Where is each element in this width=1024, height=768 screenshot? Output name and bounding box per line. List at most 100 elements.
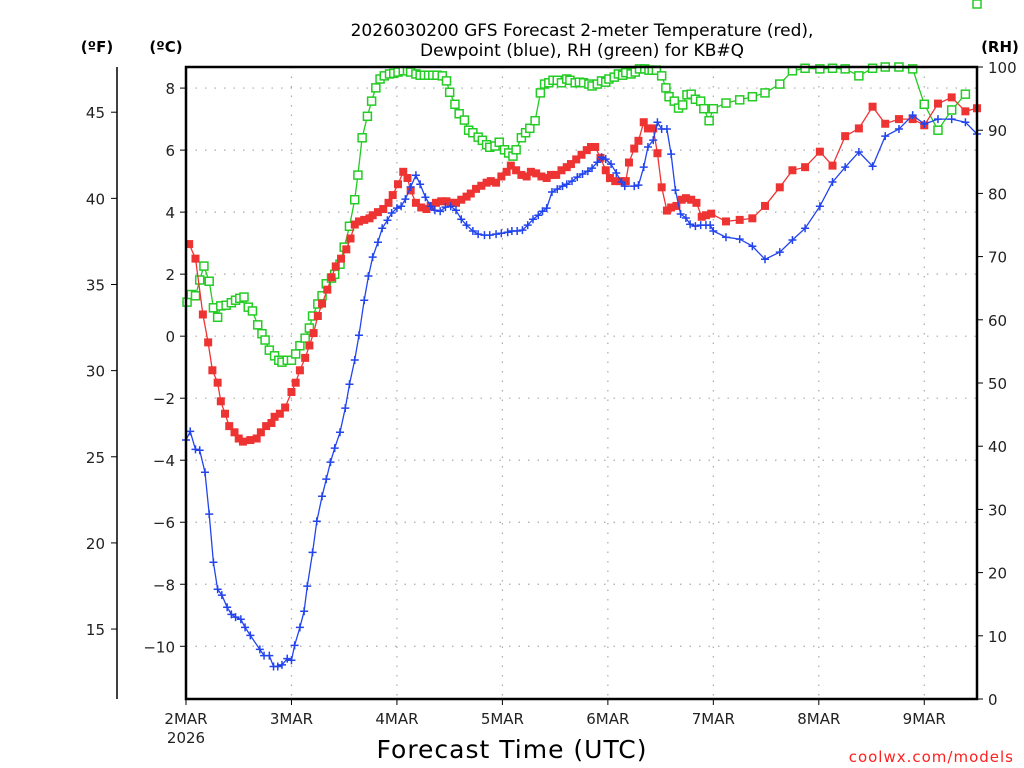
series-line <box>185 114 978 668</box>
rh-point <box>775 79 785 89</box>
dewpoint-point <box>562 180 571 189</box>
dewpoint-point <box>961 118 970 127</box>
temperature-point <box>649 124 658 133</box>
dewpoint-point <box>383 216 392 225</box>
temperature-point <box>662 206 671 215</box>
temperature-point <box>506 161 515 170</box>
rh-tick-label: 80 <box>988 185 1007 203</box>
x-tick-label: 3MAR <box>270 710 313 728</box>
rh-tick-label: 10 <box>988 628 1007 646</box>
rh-point <box>199 261 209 271</box>
temperature-point <box>431 198 440 207</box>
temperature-point <box>681 194 690 203</box>
temperature-point <box>291 378 300 387</box>
rh-point <box>450 99 460 110</box>
dewpoint-point <box>485 231 494 240</box>
dewpoint-point <box>191 445 200 454</box>
dewpoint-point <box>815 202 824 211</box>
rh-point <box>972 0 982 9</box>
temperature-point <box>868 102 877 111</box>
temperature-point <box>947 93 956 102</box>
temperature-point <box>591 143 600 152</box>
dewpoint-point <box>681 214 690 223</box>
dewpoint-point <box>630 182 639 191</box>
dewpoint-point <box>706 221 715 230</box>
dewpoint-point <box>246 631 255 640</box>
rh-tick-label: 50 <box>988 375 1007 393</box>
dewpoint-point <box>676 209 685 218</box>
dewpoint-point <box>378 224 387 233</box>
rh-point <box>734 95 745 105</box>
temperature-point <box>557 166 566 175</box>
temperature-point <box>451 198 460 207</box>
dewpoint-point <box>373 238 382 247</box>
dewpoint-point <box>406 183 415 192</box>
dewpoint-point <box>387 209 396 218</box>
dewpoint-point <box>397 202 406 211</box>
temperature-point <box>482 178 491 187</box>
temperature-point <box>639 118 648 127</box>
rh-point <box>933 125 943 135</box>
temperature-point <box>466 189 475 198</box>
rh-point <box>204 276 214 286</box>
dewpoint-point <box>368 253 377 262</box>
temperature-point <box>697 212 706 221</box>
rh-point <box>919 99 930 110</box>
rh-point <box>530 115 540 126</box>
dewpoint-point <box>217 591 226 600</box>
rh-point <box>511 145 521 155</box>
dewpoint-point <box>330 444 339 453</box>
rh-point <box>304 323 315 333</box>
temperature-point <box>672 201 681 210</box>
dewpoint-point <box>308 548 317 557</box>
x-tick-label: 8MAR <box>797 710 840 728</box>
temperature-point <box>342 245 351 254</box>
rh-point <box>535 88 546 98</box>
x-tick-label: 2MAR <box>164 710 207 728</box>
dewpoint-point <box>200 468 209 477</box>
series-dewpoint <box>182 111 981 671</box>
temperature-point <box>611 177 620 186</box>
dewpoint-point <box>303 582 312 591</box>
dewpoint-point <box>350 356 359 365</box>
dewpoint-point <box>265 651 274 660</box>
dewpoint-point <box>227 610 236 619</box>
dewpoint-point <box>474 230 483 239</box>
temperature-point <box>246 436 255 445</box>
dewpoint-point <box>277 660 286 669</box>
dewpoint-point <box>634 181 643 190</box>
rh-point <box>212 312 223 323</box>
dewpoint-point <box>920 120 929 129</box>
dewpoint-point <box>709 227 718 236</box>
temperature-point <box>707 209 716 218</box>
celsius-tick-label: 4 <box>165 204 175 222</box>
temperature-point <box>582 146 591 155</box>
rh-point <box>252 320 263 330</box>
fahrenheit-axis-unit: (ºF) <box>81 38 113 56</box>
temperature-point <box>692 198 701 207</box>
dewpoint-point <box>326 458 335 467</box>
temperature-point <box>301 353 310 362</box>
temperature-point <box>230 428 239 437</box>
credit-text: coolwx.com/models <box>849 748 1014 766</box>
dewpoint-point <box>335 428 344 437</box>
temperature-point <box>546 170 555 179</box>
dewpoint-point <box>558 182 567 191</box>
temperature-point <box>687 195 696 204</box>
celsius-tick-label: −6 <box>153 514 175 532</box>
celsius-axis-unit: (ºC) <box>149 38 182 56</box>
rh-point <box>695 96 706 106</box>
rh-point <box>494 137 504 147</box>
temperature-point <box>788 166 797 175</box>
temperature-point <box>761 201 770 210</box>
dewpoint-point <box>360 296 369 305</box>
dewpoint-point <box>364 272 373 281</box>
rh-point <box>441 76 452 86</box>
celsius-tick-label: −2 <box>153 390 175 408</box>
dewpoint-point <box>322 475 331 484</box>
dewpoint-point <box>290 641 299 650</box>
x-tick-label: 9MAR <box>903 710 946 728</box>
rh-point <box>444 87 455 98</box>
temperature-point <box>388 191 397 200</box>
